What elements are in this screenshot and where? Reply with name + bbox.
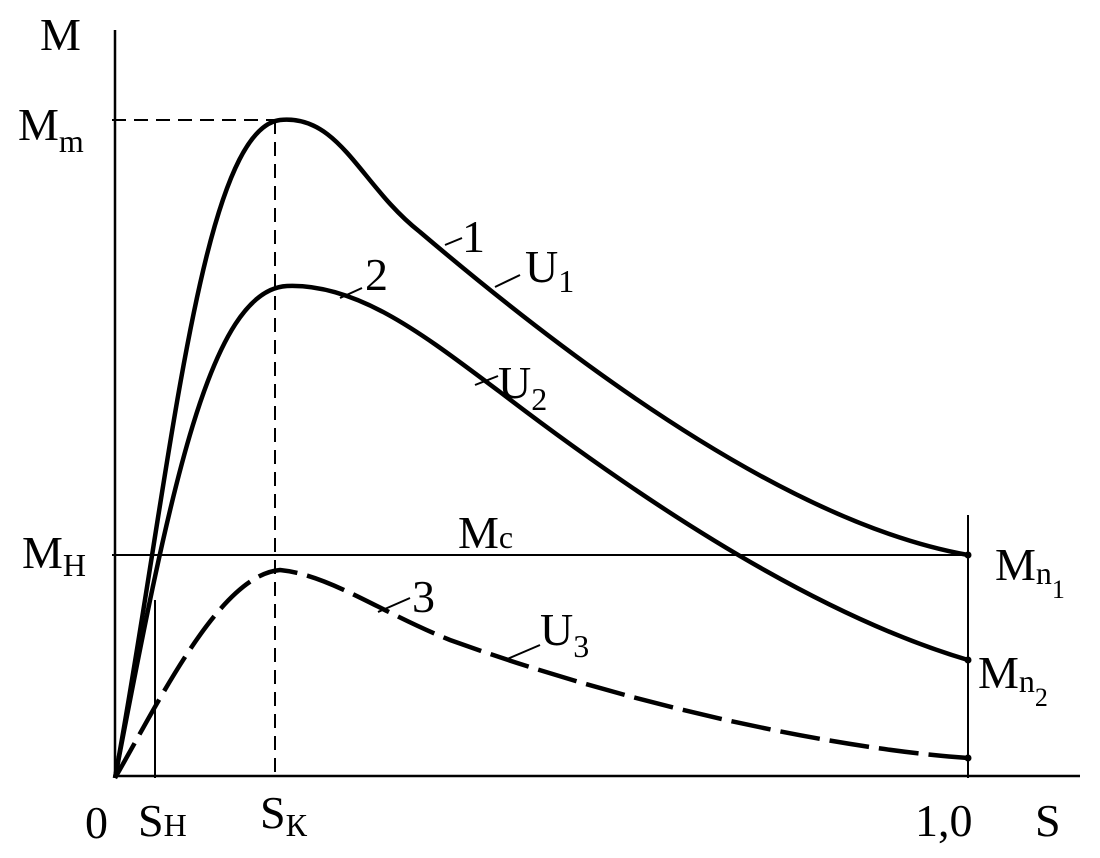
main: M [995, 539, 1036, 590]
subscript: 2 [1035, 683, 1048, 712]
main: S [260, 787, 286, 838]
x-end-label: 1,0 [915, 795, 973, 846]
main: M [458, 507, 499, 558]
max-torque-label: Mm [18, 99, 84, 159]
load-label: Mc [458, 507, 513, 558]
subscript: c [499, 519, 513, 555]
nominal-slip-label: SН [138, 795, 187, 846]
nominal-torque-label: MН [22, 527, 86, 583]
voltage-label: U3 [540, 604, 589, 664]
voltage-label: U2 [498, 357, 547, 417]
leaders [339, 237, 541, 661]
curve-1 [112, 117, 969, 779]
main: S [138, 795, 164, 846]
subscript: 2 [531, 381, 547, 417]
subscript: 1 [558, 263, 574, 299]
start-torque-1: Mn1 [995, 539, 1065, 604]
main: M [978, 647, 1019, 698]
subscript: n [1036, 555, 1052, 591]
point [964, 754, 972, 762]
curve-2 [112, 283, 969, 779]
critical-slip-label: SК [260, 787, 308, 843]
subscript: Н [164, 807, 187, 843]
voltage-label: U1 [525, 241, 574, 299]
main: U [525, 241, 558, 292]
subscript: К [286, 807, 308, 843]
curve-number: 2 [365, 249, 388, 300]
y-axis-label: M [40, 9, 81, 60]
origin-label: 0 [85, 797, 108, 848]
subscript: Н [63, 547, 86, 583]
subscript: 3 [573, 628, 589, 664]
point [964, 656, 972, 664]
main: U [498, 357, 531, 408]
subscript: m [59, 123, 84, 159]
curve-3 [113, 567, 969, 780]
main: M [22, 527, 63, 578]
x-axis-label: S [1035, 795, 1061, 846]
start-torque-2: Mn2 [978, 647, 1048, 712]
point [964, 551, 972, 559]
subscript: 1 [1052, 575, 1065, 604]
subscript: n [1019, 663, 1035, 699]
curve-number: 1 [462, 211, 485, 262]
curve-number: 3 [412, 571, 435, 622]
main: U [540, 604, 573, 655]
main: M [18, 99, 59, 150]
